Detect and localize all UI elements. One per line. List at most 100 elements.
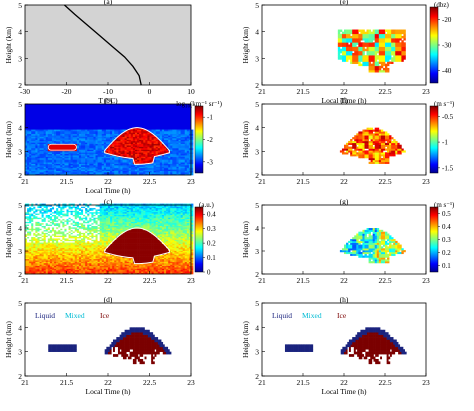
panel-a-xtick-label: -10 [103, 87, 113, 96]
panel-b-cell [98, 130, 100, 132]
panel-b-cell [29, 130, 31, 132]
panel-b-cell [164, 130, 166, 132]
panel-b-xtick-label: 22.5 [143, 177, 156, 186]
panel-b-cell [64, 130, 66, 132]
panel-b-cell [62, 130, 64, 132]
panel-b-cell [135, 128, 137, 130]
panel-a-ytick-label: 3 [18, 54, 22, 63]
panel-b-xtick-label: 21 [21, 177, 29, 186]
panel-b-colorbar [195, 106, 203, 173]
panel-b-cell [46, 130, 48, 132]
panel-b-cell [110, 130, 112, 132]
panel-a-xtick-label: 0 [148, 87, 152, 96]
panel-b-colorbar-tick-label: -1 [207, 114, 213, 122]
panel-a-background [25, 5, 191, 85]
panel-b-cell [114, 130, 116, 132]
panel-b-cell [176, 130, 178, 132]
panel-b-cell [120, 130, 122, 132]
panel-b-cell [71, 130, 73, 132]
panel-b-cell [44, 130, 46, 132]
panel-b-xtick-label: 23 [187, 177, 195, 186]
panel-b-colorbar-tick-label: -2 [207, 136, 213, 144]
panel-a-xtick-label: 10 [187, 87, 195, 96]
panel-b-cell [156, 130, 158, 132]
panel-b-cell [69, 130, 71, 132]
panel-b-cell [118, 130, 120, 132]
panel-b-ytick-label: 3 [18, 147, 22, 156]
panel-b-cell [93, 130, 95, 132]
panel-b-cell [37, 130, 39, 132]
panel-b-cell [87, 130, 89, 132]
panel-b-cell [108, 130, 110, 132]
panel-b-cell [181, 130, 183, 132]
panel-b-cell [100, 130, 102, 132]
panel-b-cell [83, 130, 85, 132]
panel-b-xlabel: Local Time (h) [86, 186, 131, 195]
panel-b-cell [162, 130, 164, 132]
panel-b-cell [48, 130, 50, 132]
panel-b-cell [73, 130, 75, 132]
panel-b-ytick-label: 4 [18, 124, 22, 133]
panel-b-cell [27, 130, 29, 132]
panel-a-ylabel: Height (km) [4, 26, 13, 63]
panel-b-cell [166, 130, 168, 132]
panel-b-cell [185, 130, 187, 132]
panel-b-cell [31, 130, 33, 132]
panel-b-cell [96, 130, 98, 132]
panel-b-colorbar-tick-label: -3 [207, 158, 213, 166]
panel-b-cell [40, 130, 42, 132]
panel-b-ytick-label: 2 [18, 171, 22, 180]
panel-b-cell [58, 130, 60, 132]
panel-b-cell [75, 130, 77, 132]
panel-b-cell [187, 130, 189, 132]
panel-b-cell [137, 128, 139, 130]
panel-b-cell [168, 130, 170, 132]
panel-a-ytick-label: 5 [18, 1, 22, 10]
panel-b-cell [150, 130, 152, 132]
panel-b-cell [158, 130, 160, 132]
panel-b-cell [102, 130, 104, 132]
panel-b-cell [89, 130, 91, 132]
panel-b-cell [112, 130, 114, 132]
panel-b-cell [174, 130, 176, 132]
panel-b-cell [179, 130, 181, 132]
panel-b-xtick-label: 22 [104, 177, 112, 186]
panel-b-cell [106, 130, 108, 132]
panel-b-cell [56, 130, 58, 132]
panel-b-cell [35, 130, 37, 132]
panel-b-cell [160, 130, 162, 132]
panel-b-cell [52, 130, 54, 132]
panel-a-ytick-label: 2 [18, 81, 22, 90]
panel-b-cell [172, 130, 174, 132]
panel-b-cell [91, 130, 93, 132]
panel-b-cell [123, 130, 125, 132]
panel-b-colorbar-title: log₁₀(km⁻¹ sr⁻¹) [176, 100, 222, 108]
panel-b-ylabel: Height (km) [4, 121, 13, 158]
panel-b-cell [54, 130, 56, 132]
panel-a-ytick-label: 4 [18, 28, 22, 37]
panel-b-cell [79, 130, 81, 132]
panel-b-cell [77, 130, 79, 132]
panel-b-cell [81, 130, 83, 132]
panel-b-cell [33, 130, 35, 132]
panel-b-cell [67, 130, 69, 132]
panel-b-label: (b) [104, 96, 113, 105]
panel-b-cell [152, 130, 154, 132]
panel-b-cell [154, 130, 156, 132]
panel-b-cell [60, 130, 62, 132]
panel-a-label: (a) [104, 0, 113, 6]
panel-b-cell [170, 130, 172, 132]
panel-b-cell [42, 130, 44, 132]
panel-b-ytick-label: 5 [18, 100, 22, 109]
panel-b-cell [50, 130, 52, 132]
panel-b-cell [183, 130, 185, 132]
panel-b-cell [104, 130, 106, 132]
panel-a-xtick-label: -20 [62, 87, 72, 96]
panel-b-cell [85, 130, 87, 132]
panel-b-cell [116, 130, 118, 132]
panel-b-xtick-label: 21.5 [60, 177, 73, 186]
